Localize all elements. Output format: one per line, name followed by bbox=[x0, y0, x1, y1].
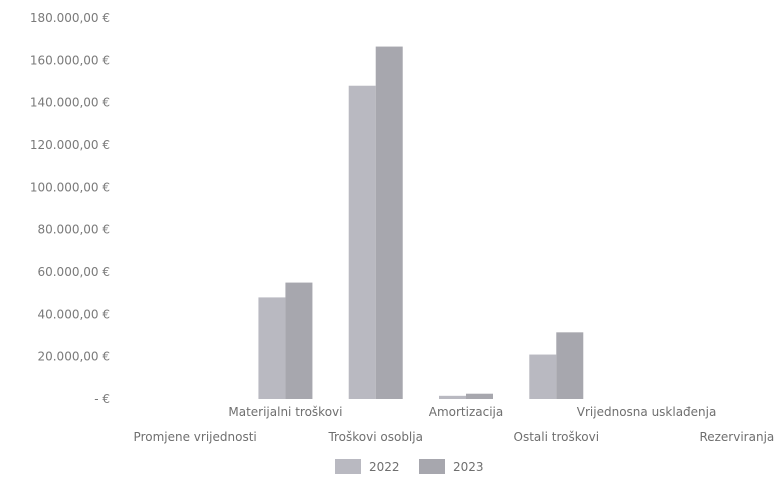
bar-2023-2 bbox=[375, 46, 403, 399]
x-category-label: Rezerviranja bbox=[699, 430, 774, 444]
y-tick-label: 40.000,00 € bbox=[37, 307, 110, 321]
x-category-label: Amortizacija bbox=[429, 405, 503, 419]
y-tick-label: 100.000,00 € bbox=[30, 180, 110, 194]
y-tick-label: 180.000,00 € bbox=[30, 11, 110, 25]
y-tick-label: 160.000,00 € bbox=[30, 53, 110, 67]
x-category-label: Materijalni troškovi bbox=[228, 405, 342, 419]
bar-2023-4 bbox=[556, 332, 584, 399]
legend: 2022 2023 bbox=[335, 459, 484, 474]
legend-swatch-2023 bbox=[419, 459, 445, 474]
bar-2023-3 bbox=[466, 393, 493, 399]
x-axis-labels: Promjene vrijednosti Materijalni troškovi… bbox=[134, 405, 775, 444]
legend-label-2023: 2023 bbox=[453, 460, 484, 474]
x-category-label: Troškovi osoblja bbox=[327, 430, 423, 444]
bar-2022-1 bbox=[258, 297, 286, 399]
bar-2023-1 bbox=[285, 282, 313, 399]
x-category-label: Promjene vrijednosti bbox=[134, 430, 257, 444]
bar-2022-2 bbox=[348, 85, 376, 399]
y-tick-label: 80.000,00 € bbox=[37, 223, 110, 237]
y-tick-label: 140.000,00 € bbox=[30, 96, 110, 110]
y-tick-label: 60.000,00 € bbox=[37, 265, 110, 279]
y-tick-label: - € bbox=[94, 392, 110, 406]
x-category-label: Vrijednosna usklađenja bbox=[577, 405, 717, 419]
bar-2022-4 bbox=[529, 354, 557, 399]
y-tick-label: 20.000,00 € bbox=[37, 350, 110, 364]
bars-group bbox=[258, 46, 584, 399]
x-category-label: Ostali troškovi bbox=[514, 430, 600, 444]
legend-label-2022: 2022 bbox=[369, 460, 400, 474]
y-axis-ticks: - € 20.000,00 € 40.000,00 € 60.000,00 € 80.0… bbox=[30, 11, 110, 406]
y-tick-label: 120.000,00 € bbox=[30, 138, 110, 152]
legend-swatch-2022 bbox=[335, 459, 361, 474]
bar-2022-3 bbox=[439, 395, 466, 399]
